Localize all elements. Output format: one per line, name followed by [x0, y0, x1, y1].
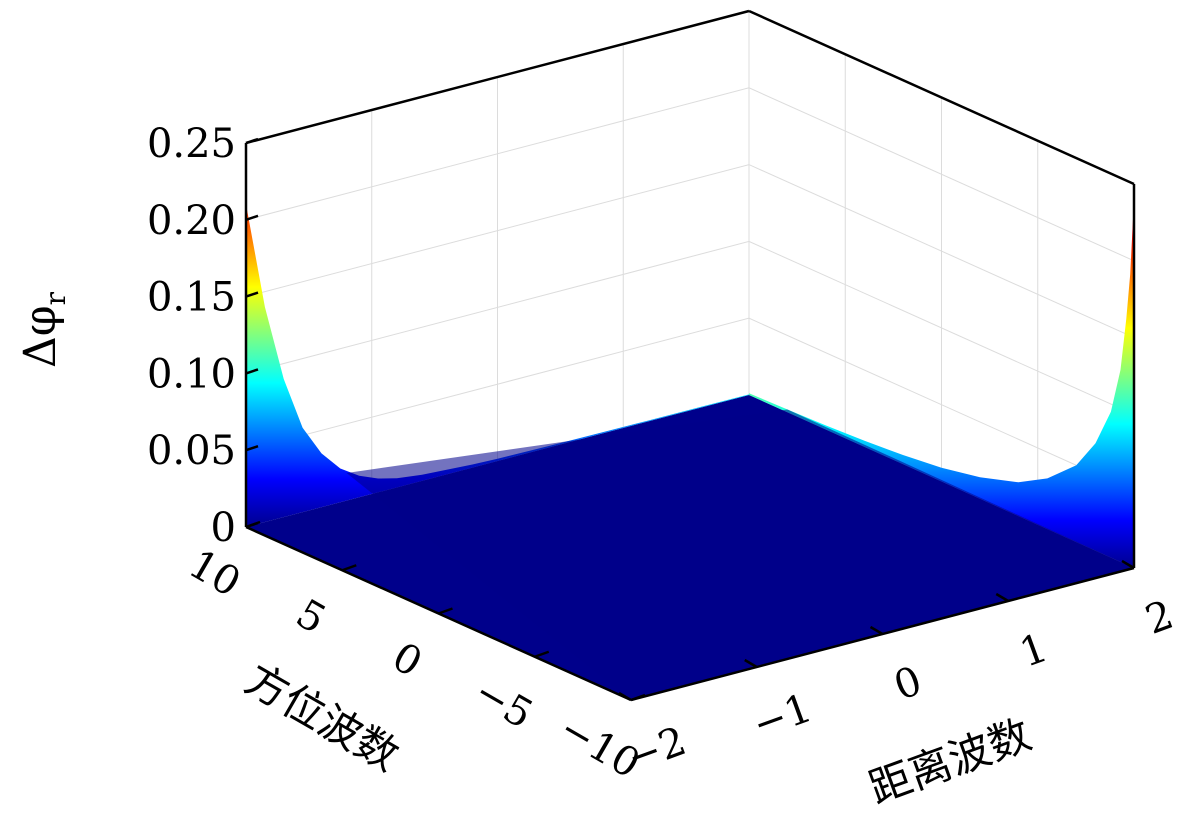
- z-grid-line: [245, 87, 1135, 262]
- y-tick: [245, 520, 261, 529]
- y-axis-label: 方位波数: [237, 654, 407, 780]
- z-tick: [245, 214, 259, 221]
- z-tick: [245, 445, 259, 452]
- z-tick-label: 0.25: [147, 121, 236, 167]
- z-tick-label: 0.10: [147, 351, 236, 397]
- surface-spike-right: [749, 199, 1134, 568]
- y-tick: [630, 693, 646, 702]
- surface: [246, 199, 1135, 700]
- tick-marks: [245, 137, 1135, 702]
- z-tick-label: 0.05: [147, 428, 236, 474]
- x-tick-label: 0: [888, 658, 928, 710]
- y-tick-label: 5: [288, 591, 333, 644]
- y-tick: [534, 650, 550, 658]
- y-tick-label: −5: [466, 669, 540, 738]
- y-tick: [438, 607, 453, 615]
- surface-valley: [346, 409, 1135, 700]
- z-grid-line: [245, 164, 1135, 339]
- axis-edge: [748, 9, 1135, 186]
- axis-edge: [245, 9, 750, 145]
- surface-ridge-back: [246, 204, 749, 527]
- z-grid-line: [245, 240, 1135, 415]
- x-tick-label: −1: [747, 685, 818, 748]
- z-grid-line: [245, 10, 1135, 185]
- z-axis-label-symbol: Δφ: [15, 305, 66, 368]
- x-tick-label: 2: [1140, 592, 1180, 644]
- y-tick: [341, 564, 357, 572]
- z-tick-label: 0.15: [147, 275, 236, 321]
- z-axis-label-subscript: r: [39, 291, 72, 305]
- y-tick-label: 10: [181, 541, 248, 606]
- x-axis-label: 距离波数: [863, 710, 1038, 814]
- x-tick: [1121, 559, 1135, 570]
- y-tick-label: 0: [384, 634, 429, 687]
- x-tick: [869, 625, 884, 636]
- z-tick: [245, 137, 259, 145]
- z-tick: [245, 368, 259, 375]
- z-axis-label: Δφr: [15, 291, 72, 368]
- x-tick-label: 1: [1014, 625, 1054, 677]
- x-tick: [744, 658, 758, 669]
- z-tick-label: 0.20: [147, 198, 236, 244]
- z-tick: [245, 291, 259, 298]
- x-tick: [995, 592, 1009, 603]
- x-tick: [618, 691, 632, 702]
- z-tick-label: 0: [211, 505, 236, 551]
